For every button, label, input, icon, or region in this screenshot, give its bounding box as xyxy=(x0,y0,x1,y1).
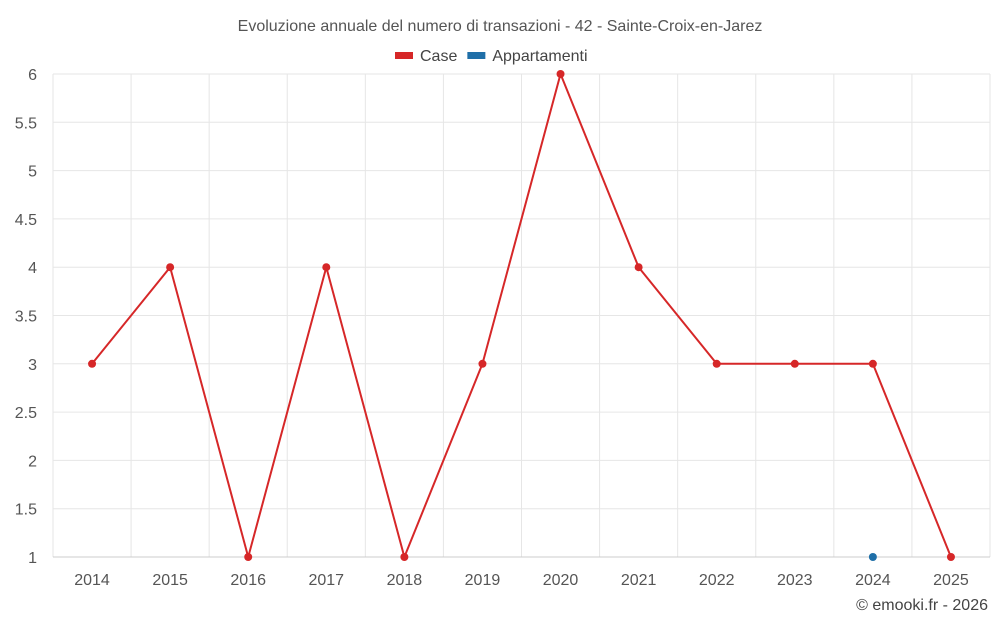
x-tick-label: 2023 xyxy=(777,572,813,589)
data-point-case[interactable] xyxy=(556,70,565,78)
y-tick-label: 5.5 xyxy=(15,115,37,132)
y-tick-label: 4 xyxy=(28,260,37,277)
legend-swatch xyxy=(395,52,413,59)
x-tick-label: 2018 xyxy=(387,572,423,589)
y-tick-label: 3.5 xyxy=(15,309,37,326)
x-tick-label: 2015 xyxy=(152,572,188,589)
y-tick-label: 1.5 xyxy=(15,502,37,519)
x-tick-label: 2022 xyxy=(699,572,735,589)
data-point-case[interactable] xyxy=(868,359,877,368)
data-point-case[interactable] xyxy=(946,553,955,561)
data-point-case[interactable] xyxy=(790,359,799,368)
data-point-case[interactable] xyxy=(634,263,643,272)
legend-item-case[interactable]: Case xyxy=(395,48,457,65)
x-tick-label: 2014 xyxy=(74,572,110,589)
y-tick-label: 4.5 xyxy=(15,212,37,229)
axis-layer: 1 1.5 2 2.5 3 3.5 4 4.5 5 5.5 6 2014 2015 2016 2017 201… xyxy=(15,67,990,589)
x-tick-label: 2021 xyxy=(621,572,657,589)
series-line-case xyxy=(91,73,952,558)
y-tick-label: 2.5 xyxy=(15,405,37,422)
data-point-case[interactable] xyxy=(712,359,721,368)
data-point-appartamenti[interactable] xyxy=(868,553,877,561)
x-tick-label: 2024 xyxy=(855,572,891,589)
legend-swatch xyxy=(467,52,486,59)
x-tick-label: 2020 xyxy=(543,572,579,589)
legend: Case Appartamenti xyxy=(395,48,588,65)
y-tick-label: 2 xyxy=(28,453,37,470)
data-point-case[interactable] xyxy=(166,263,175,272)
data-point-case[interactable] xyxy=(88,359,97,368)
x-tick-label: 2016 xyxy=(230,572,266,589)
y-tick-label: 5 xyxy=(28,164,37,181)
x-tick-label: 2017 xyxy=(308,572,344,589)
legend-label: Appartamenti xyxy=(492,48,587,65)
legend-label: Case xyxy=(420,48,457,65)
x-tick-label: 2019 xyxy=(465,572,501,589)
series-layer xyxy=(88,70,955,561)
chart-title: Evoluzione annuale del numero di transaz… xyxy=(238,18,763,35)
data-point-case[interactable] xyxy=(478,359,487,368)
data-point-case[interactable] xyxy=(244,553,253,561)
legend-item-appartamenti[interactable]: Appartamenti xyxy=(467,48,588,65)
data-point-case[interactable] xyxy=(322,263,331,272)
y-tick-label: 6 xyxy=(28,67,37,84)
x-tick-label: 2025 xyxy=(933,572,969,589)
y-tick-label: 3 xyxy=(28,357,37,374)
grid-layer xyxy=(52,73,991,557)
y-tick-label: 1 xyxy=(28,550,37,567)
data-point-case[interactable] xyxy=(400,553,409,561)
credit-text: © emooki.fr - 2026 xyxy=(856,597,988,614)
